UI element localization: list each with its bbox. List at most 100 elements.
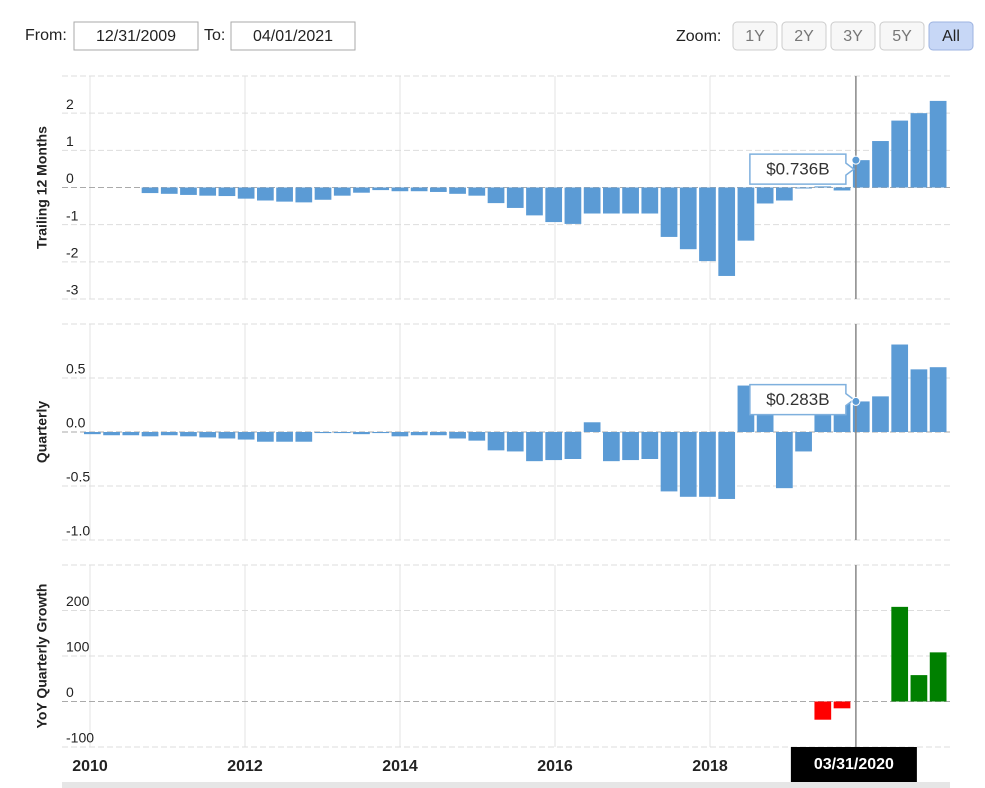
y-tick-label: -1 — [66, 207, 79, 223]
bar — [449, 187, 466, 194]
bar — [506, 187, 524, 208]
bar — [660, 432, 678, 492]
bar — [180, 432, 197, 437]
bar — [430, 187, 447, 192]
bar — [218, 187, 236, 197]
bar — [545, 187, 563, 223]
bar — [564, 432, 582, 459]
from-label: From: — [25, 27, 67, 44]
y-tick-label: 0 — [66, 170, 74, 186]
y-tick-label: 200 — [66, 593, 90, 609]
bar — [257, 187, 274, 201]
bar — [391, 187, 409, 192]
bar — [679, 187, 697, 250]
hover-date: 03/31/2020 — [814, 756, 894, 773]
bar — [641, 187, 659, 214]
x-tick-label: 2012 — [227, 758, 263, 775]
bar — [699, 432, 716, 497]
bar — [487, 432, 505, 451]
bar — [776, 432, 793, 489]
bar — [622, 187, 639, 214]
zoom-button-label[interactable]: All — [942, 28, 960, 45]
y-tick-label: 2 — [66, 96, 74, 112]
bar — [314, 187, 332, 200]
zoom-button-label[interactable]: 1Y — [745, 28, 765, 45]
y-tick-label: -1.0 — [66, 523, 90, 539]
bar — [679, 432, 697, 497]
bar — [583, 422, 601, 432]
bar — [718, 187, 736, 276]
bar — [929, 367, 947, 432]
zoom-button[interactable] — [732, 21, 778, 51]
bar — [506, 432, 524, 452]
bar — [295, 187, 313, 203]
y-tick-label: 100 — [66, 639, 90, 655]
bar — [929, 100, 947, 188]
navigator-strip — [62, 782, 950, 788]
bar — [603, 187, 620, 214]
bar — [353, 432, 370, 435]
bar — [180, 187, 197, 195]
bar — [891, 606, 909, 702]
bar — [276, 432, 293, 442]
bar — [718, 432, 736, 499]
bar — [910, 675, 928, 702]
bar — [141, 432, 159, 437]
bar — [833, 187, 851, 191]
x-tick-label: 2018 — [692, 758, 728, 775]
bar — [872, 396, 889, 432]
bar — [276, 187, 293, 202]
zoom-button-label[interactable]: 5Y — [892, 28, 912, 45]
bar — [237, 187, 255, 199]
hover-point — [851, 396, 861, 406]
hover-point — [851, 155, 861, 165]
zoom-button-label[interactable]: 3Y — [843, 28, 863, 45]
bar — [468, 187, 486, 196]
bar — [526, 187, 543, 216]
zoom-button[interactable] — [781, 21, 827, 51]
bar — [122, 432, 140, 436]
bar — [84, 432, 101, 435]
bar — [199, 187, 217, 196]
bar — [641, 432, 659, 459]
bar — [891, 344, 909, 432]
bar — [872, 141, 889, 188]
y-tick-label: -3 — [66, 282, 79, 298]
x-tick-label: 2010 — [72, 758, 108, 775]
to-label: To: — [204, 27, 225, 44]
zoom-button[interactable] — [928, 21, 974, 51]
bar — [545, 432, 563, 461]
bar — [699, 187, 716, 262]
bar — [218, 432, 236, 439]
x-tick-label: 2014 — [382, 758, 418, 775]
bar — [487, 187, 505, 204]
bar — [795, 187, 812, 189]
y-tick-label: 0.5 — [66, 361, 86, 377]
bar — [237, 432, 255, 440]
bar — [910, 369, 928, 432]
zoom-button[interactable] — [830, 21, 876, 51]
y-axis-title: YoY Quarterly Growth — [34, 584, 50, 729]
tooltip-box — [749, 153, 856, 185]
bar — [929, 652, 947, 702]
bar — [141, 187, 159, 194]
bar — [295, 432, 313, 442]
to-value[interactable]: 04/01/2021 — [253, 28, 333, 45]
bar — [795, 432, 812, 452]
bar — [468, 432, 486, 441]
bar — [910, 113, 928, 188]
bar — [391, 432, 409, 437]
zoom-button[interactable] — [879, 21, 925, 51]
bar — [833, 701, 851, 709]
bar — [449, 432, 466, 439]
bar — [314, 432, 332, 434]
bar — [430, 432, 447, 436]
from-value[interactable]: 12/31/2009 — [96, 28, 176, 45]
to-input[interactable] — [230, 21, 356, 51]
from-input[interactable] — [73, 21, 199, 51]
y-tick-label: 1 — [66, 133, 74, 149]
zoom-button-label[interactable]: 2Y — [794, 28, 814, 45]
bar — [891, 120, 909, 188]
y-tick-label: 0 — [66, 684, 74, 700]
